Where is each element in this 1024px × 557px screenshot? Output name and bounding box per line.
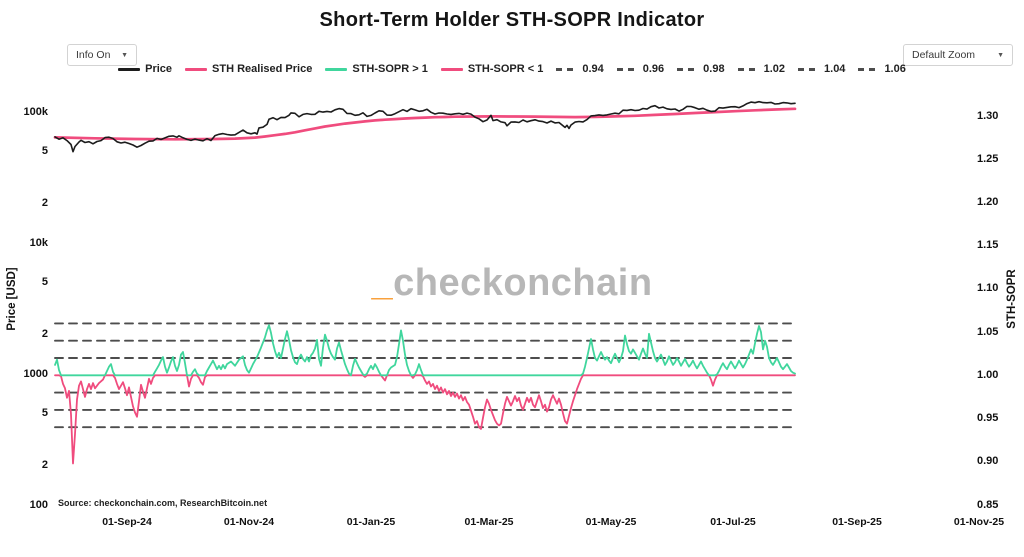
legend-line-swatch bbox=[440, 67, 463, 71]
y-left-tick: 5 bbox=[41, 406, 48, 419]
legend-item-label: STH-SOPR < 1 bbox=[467, 63, 544, 75]
legend-item-2[interactable]: STH-SOPR > 1 bbox=[325, 63, 428, 75]
y-right-tick: 1.15 bbox=[977, 239, 999, 252]
legend-item-6[interactable]: 0.98 bbox=[677, 63, 725, 75]
legend-line-swatch bbox=[325, 67, 348, 71]
sth-sopr-above-1-line bbox=[54, 324, 796, 377]
y-right-tick: 0.85 bbox=[977, 498, 999, 511]
y-left-tick: 2 bbox=[41, 197, 48, 210]
source-note: Source: checkonchain.com, ResearchBitcoi… bbox=[58, 498, 268, 508]
y-right-tick: 1.00 bbox=[977, 368, 999, 381]
y-right-tick: 1.30 bbox=[977, 109, 999, 122]
x-axis-tick: 01-Nov-25 bbox=[953, 516, 1005, 528]
y-right-tick: 1.10 bbox=[977, 282, 999, 295]
legend-dash-swatch bbox=[737, 67, 759, 71]
info-dropdown-label: Info On bbox=[76, 49, 111, 61]
y-left-tick: 5 bbox=[41, 275, 48, 288]
y-right-tick: 1.20 bbox=[977, 195, 999, 208]
legend-item-4[interactable]: 0.94 bbox=[556, 63, 604, 75]
x-axis-tick: 01-Mar-25 bbox=[464, 516, 514, 528]
y-right-tick: 0.90 bbox=[977, 455, 999, 468]
legend-line-swatch bbox=[185, 67, 208, 71]
legend-item-label: STH-SOPR > 1 bbox=[352, 63, 428, 75]
x-axis-tick: 01-Sep-25 bbox=[832, 516, 882, 528]
y-left-tick: 100 bbox=[29, 498, 48, 511]
legend-item-8[interactable]: 1.04 bbox=[798, 63, 845, 75]
y-right-tick: 1.05 bbox=[977, 325, 999, 338]
y-left-tick: 1000 bbox=[23, 367, 48, 380]
page-title: Short-Term Holder STH-SOPR Indicator bbox=[319, 9, 705, 31]
legend-item-9[interactable]: 1.06 bbox=[858, 63, 906, 75]
legend-item-label: 0.94 bbox=[582, 63, 604, 75]
chevron-down-icon: ▼ bbox=[121, 51, 128, 59]
legend-item-5[interactable]: 0.96 bbox=[616, 63, 665, 75]
legend-item-label: 1.02 bbox=[763, 63, 786, 75]
sth-sopr-below-1-line bbox=[54, 374, 796, 465]
legend-line-swatch bbox=[118, 67, 141, 71]
y-left-tick: 2 bbox=[41, 328, 48, 341]
legend-item-label: 0.98 bbox=[703, 63, 725, 75]
legend-dash-swatch bbox=[616, 67, 638, 71]
legend-item-7[interactable]: 1.02 bbox=[737, 63, 786, 75]
x-axis-tick: 01-Jul-25 bbox=[710, 516, 756, 528]
legend-dash-swatch bbox=[677, 67, 699, 71]
x-axis-tick: 01-May-25 bbox=[585, 516, 637, 528]
info-dropdown[interactable]: Info On ▼ bbox=[67, 44, 137, 66]
y-left-tick: 100k bbox=[23, 105, 48, 118]
legend-item-0[interactable]: Price bbox=[118, 63, 172, 75]
y-left-tick: 5 bbox=[41, 144, 48, 157]
price-line bbox=[54, 100, 796, 153]
legend-item-label: 0.96 bbox=[642, 63, 665, 75]
y-right-tick: 0.95 bbox=[977, 412, 999, 424]
legend: Price STH Realised Price STH-SOPR > 1 STH-S… bbox=[0, 63, 1024, 75]
legend-dash-swatch bbox=[858, 67, 880, 71]
legend-dash-swatch bbox=[798, 67, 820, 71]
zoom-dropdown-label: Default Zoom bbox=[912, 49, 976, 61]
x-axis-tick: 01-Nov-24 bbox=[223, 516, 275, 528]
y-axis-title-sopr: STH-SOPR bbox=[1006, 269, 1018, 329]
x-axis-tick: 01-Sep-24 bbox=[102, 516, 152, 528]
y-right-tick: 1.25 bbox=[977, 152, 999, 165]
chevron-down-icon: ▼ bbox=[997, 51, 1004, 59]
legend-dash-swatch bbox=[556, 67, 578, 71]
zoom-dropdown[interactable]: Default Zoom ▼ bbox=[903, 44, 1013, 66]
y-left-tick: 2 bbox=[41, 459, 48, 472]
legend-item-label: 1.06 bbox=[884, 63, 906, 75]
y-left-tick: 10k bbox=[29, 236, 48, 249]
legend-item-3[interactable]: STH-SOPR < 1 bbox=[440, 63, 544, 75]
legend-item-label: STH Realised Price bbox=[212, 63, 313, 75]
legend-item-label: 1.04 bbox=[824, 63, 846, 75]
sth-realised-price-line bbox=[53, 107, 797, 141]
x-axis-tick: 01-Jan-25 bbox=[346, 516, 396, 528]
legend-item-label: Price bbox=[145, 63, 173, 75]
legend-item-1[interactable]: STH Realised Price bbox=[185, 63, 312, 75]
